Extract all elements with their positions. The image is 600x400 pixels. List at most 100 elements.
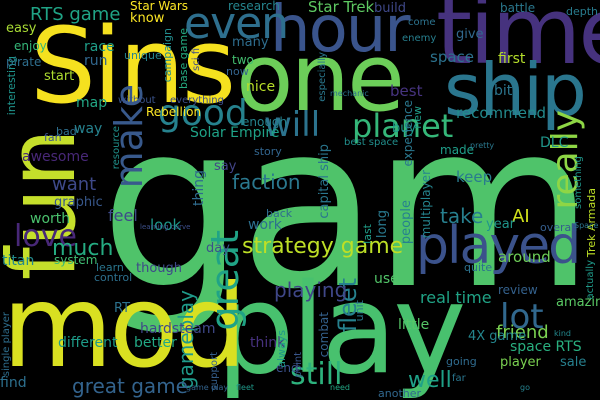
cloud-word-love: love xyxy=(14,219,77,254)
cloud-word-rebellion: Rebellion xyxy=(146,105,202,119)
cloud-word-work: work xyxy=(248,217,282,233)
cloud-word-ai: AI xyxy=(512,206,530,227)
cloud-word-start: start xyxy=(44,69,75,84)
cloud-word-learning-curve: learning curve xyxy=(140,223,191,231)
cloud-word-resource: resource xyxy=(111,126,122,170)
cloud-word-kind: kind xyxy=(554,329,572,338)
cloud-word-quite: quite xyxy=(464,261,493,274)
cloud-word-story: story xyxy=(254,145,282,158)
cloud-word-race: race xyxy=(84,39,115,55)
cloud-word-feel: feel xyxy=(108,206,138,225)
cloud-word-one: one xyxy=(236,24,405,133)
cloud-word-though: though xyxy=(136,261,183,276)
cloud-word-easy: easy xyxy=(6,21,37,36)
cloud-word-good: good xyxy=(158,93,248,134)
cloud-word-space-rts: space RTS xyxy=(510,339,582,355)
cloud-word-recommend: recommend xyxy=(456,104,546,122)
cloud-word-way: way xyxy=(74,121,103,137)
cloud-word-lot: lot xyxy=(500,297,544,337)
cloud-word-better: better xyxy=(134,335,177,351)
cloud-word-amazing: amazing xyxy=(556,295,600,310)
cloud-word-well: well xyxy=(408,368,452,393)
cloud-word-player: player xyxy=(500,355,541,370)
cloud-word-base-game: base game xyxy=(177,28,190,89)
cloud-word-faction: faction xyxy=(232,170,301,194)
cloud-word-run: run xyxy=(84,53,108,69)
cloud-word-everything: everything xyxy=(170,95,224,106)
cloud-word-actually: actually xyxy=(585,260,596,300)
cloud-word-learn: learn xyxy=(96,261,124,274)
cloud-word-capital-ship: capital ship xyxy=(317,144,332,219)
cloud-word-two: two xyxy=(232,53,254,67)
cloud-word-ship: ship xyxy=(444,48,587,132)
cloud-word-dlc: DLC xyxy=(540,135,569,151)
cloud-word-enough: enough xyxy=(242,115,288,129)
cloud-word-rts-game: RTS game xyxy=(30,4,121,25)
cloud-word-played: played xyxy=(416,216,581,276)
cloud-word-review: review xyxy=(498,283,538,297)
cloud-word-without: without xyxy=(118,95,156,106)
cloud-word-bad: bad xyxy=(56,125,77,138)
cloud-word-mechanic: mechanic xyxy=(330,89,369,98)
cloud-word-awesome: awesome xyxy=(22,149,89,165)
cloud-word-keep: keep xyxy=(456,168,493,186)
cloud-word-time: time xyxy=(436,0,600,85)
cloud-word-long: long xyxy=(375,210,390,239)
cloud-word-point: point xyxy=(293,352,304,378)
cloud-word-thing: thing xyxy=(191,170,207,207)
cloud-word-last: last xyxy=(361,224,374,244)
cloud-word-unit: unit xyxy=(353,300,366,322)
cloud-word-game: game xyxy=(100,73,600,339)
cloud-word-depth: depth xyxy=(566,5,599,18)
cloud-word-nice: nice xyxy=(246,79,276,95)
cloud-word-come: come xyxy=(408,17,436,28)
cloud-word-4x-game: 4X game xyxy=(468,329,527,344)
cloud-word-people: people xyxy=(399,200,414,245)
cloud-word-many: many xyxy=(232,35,269,50)
cloud-word-bit: bit xyxy=(494,83,513,99)
cloud-word-hardsteam: hardsteam xyxy=(140,321,216,337)
cloud-word-even: even xyxy=(184,0,289,49)
cloud-word-rt: RT xyxy=(114,301,131,316)
cloud-word-research: research xyxy=(228,0,280,13)
cloud-word-want: want xyxy=(52,174,97,195)
cloud-word-take: take xyxy=(440,204,484,228)
cloud-word-going: going xyxy=(446,355,477,368)
cloud-word-sci-fi: sci fi xyxy=(191,48,202,71)
cloud-word-play: play xyxy=(216,258,467,400)
cloud-word-use: use xyxy=(374,271,399,287)
cloud-word-space: Space xyxy=(574,221,599,230)
cloud-word-buy: buy xyxy=(392,121,417,136)
cloud-word-made: made xyxy=(440,143,475,157)
cloud-word-overall: overall xyxy=(540,221,578,234)
cloud-word-real-time: real time xyxy=(420,288,492,307)
cloud-word-best-space: best space xyxy=(344,137,399,148)
cloud-word-especially: especially xyxy=(317,52,328,102)
cloud-word-campaign: campaign xyxy=(161,28,174,83)
cloud-word-game-play: game play xyxy=(186,383,229,392)
cloud-word-know: know xyxy=(130,11,165,26)
cloud-word-sale: sale xyxy=(560,355,587,370)
cloud-word-playing: playing xyxy=(274,278,348,302)
cloud-word-worth: worth xyxy=(30,211,71,227)
cloud-word-back: back xyxy=(266,207,293,220)
cloud-word-space: space xyxy=(430,48,475,66)
cloud-word-go: go xyxy=(520,383,530,392)
cloud-word-pirate: pirate xyxy=(6,55,42,69)
cloud-word-single-player: single player xyxy=(1,312,12,377)
cloud-word-titan: titan xyxy=(2,253,35,269)
cloud-word-great-game: great game xyxy=(72,374,188,398)
cloud-word-enemy: enemy xyxy=(402,33,437,44)
cloud-word-pretty: pretty xyxy=(470,141,495,150)
cloud-word-year: year xyxy=(486,217,516,232)
cloud-word-first: first xyxy=(498,51,526,67)
cloud-word-different: different xyxy=(58,335,118,351)
cloud-word-around: around xyxy=(498,248,551,266)
cloud-word-enjoy: enjoy xyxy=(14,39,47,53)
cloud-word-far: far xyxy=(452,373,466,384)
cloud-word-unique: unique xyxy=(124,49,162,62)
cloud-word-graphic: graphic xyxy=(54,195,103,210)
cloud-word-think: think xyxy=(250,335,286,351)
cloud-word-another: another xyxy=(378,387,422,400)
cloud-word-day: day xyxy=(206,241,230,256)
